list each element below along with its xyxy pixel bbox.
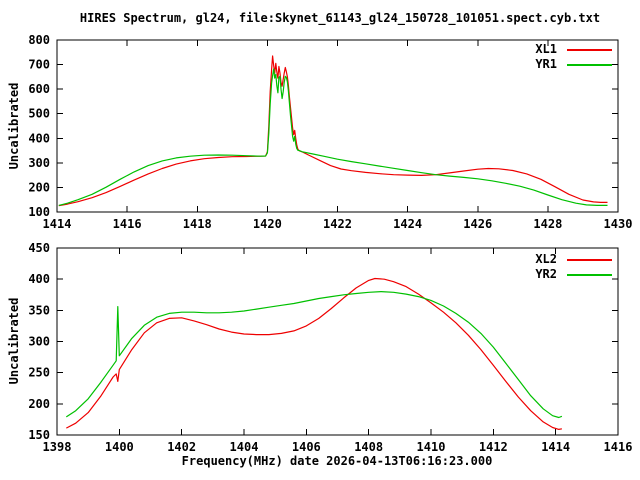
series-line-XL1 [58, 55, 608, 207]
x-tick-label: 1416 [113, 217, 142, 231]
x-tick-label: 1426 [463, 217, 492, 231]
x-tick-label: 1420 [253, 217, 282, 231]
legend-entry: YR2 [535, 267, 612, 281]
legend-line-sample-xl1 [567, 48, 612, 51]
legend-label-yr2: YR2 [535, 267, 557, 281]
x-tick-label: 1416 [604, 440, 633, 454]
chart-title: HIRES Spectrum, gl24, file:Skynet_61143_… [79, 11, 601, 25]
plot-border [56, 247, 619, 436]
y-tick-label: 300 [28, 335, 50, 349]
series-line-YR2 [65, 291, 563, 419]
y-tick-label: 800 [28, 33, 50, 47]
x-tick-label: 1430 [604, 217, 633, 231]
x-tick-label: 1406 [292, 440, 321, 454]
x-tick-label: 1404 [230, 440, 259, 454]
y-tick-label: 400 [28, 272, 50, 286]
y-axis-label-top: Uncalibrated [7, 82, 21, 170]
y-tick-label: 200 [28, 180, 50, 194]
x-tick-label: 1400 [105, 440, 134, 454]
plot-border [56, 39, 619, 213]
y-tick-label: 200 [28, 397, 50, 411]
y-tick-label: 100 [28, 205, 50, 219]
y-tick-label: 600 [28, 82, 50, 96]
legend-line-sample-xl2 [567, 258, 612, 261]
series-line-XL2 [66, 277, 563, 430]
x-tick-label: 1408 [354, 440, 383, 454]
x-tick-label: 1410 [417, 440, 446, 454]
legend-bottom-panel: XL2 YR2 [535, 252, 612, 281]
legend-top-panel: XL1 YR1 [535, 42, 612, 71]
y-tick-label: 400 [28, 131, 50, 145]
x-tick-label: 1418 [183, 217, 212, 231]
x-tick-label: 1402 [167, 440, 196, 454]
legend-label-xl1: XL1 [535, 42, 557, 56]
legend-entry: XL1 [535, 42, 612, 56]
y-tick-label: 700 [28, 58, 50, 72]
x-axis-label: Frequency(MHz) date 2026-04-13T06:16:23.… [181, 454, 493, 468]
x-tick-label: 1414 [541, 440, 570, 454]
y-axis-label-bottom: Uncalibrated [7, 297, 21, 385]
y-tick-label: 300 [28, 156, 50, 170]
x-tick-label: 1414 [43, 217, 72, 231]
y-tick-label: 350 [28, 303, 50, 317]
y-tick-label: 450 [28, 241, 50, 255]
legend-label-xl2: XL2 [535, 252, 557, 266]
x-tick-label: 1398 [43, 440, 72, 454]
legend-entry: YR1 [535, 57, 612, 71]
x-tick-label: 1412 [479, 440, 508, 454]
legend-label-yr1: YR1 [535, 57, 557, 71]
series-line-YR1 [58, 68, 608, 206]
y-tick-label: 500 [28, 107, 50, 121]
y-tick-label: 250 [28, 366, 50, 380]
legend-entry: XL2 [535, 252, 612, 266]
x-tick-label: 1424 [393, 217, 422, 231]
y-tick-label: 150 [28, 428, 50, 442]
x-tick-label: 1422 [323, 217, 352, 231]
x-tick-label: 1428 [533, 217, 562, 231]
legend-line-sample-yr1 [567, 63, 612, 66]
legend-line-sample-yr2 [567, 273, 612, 276]
